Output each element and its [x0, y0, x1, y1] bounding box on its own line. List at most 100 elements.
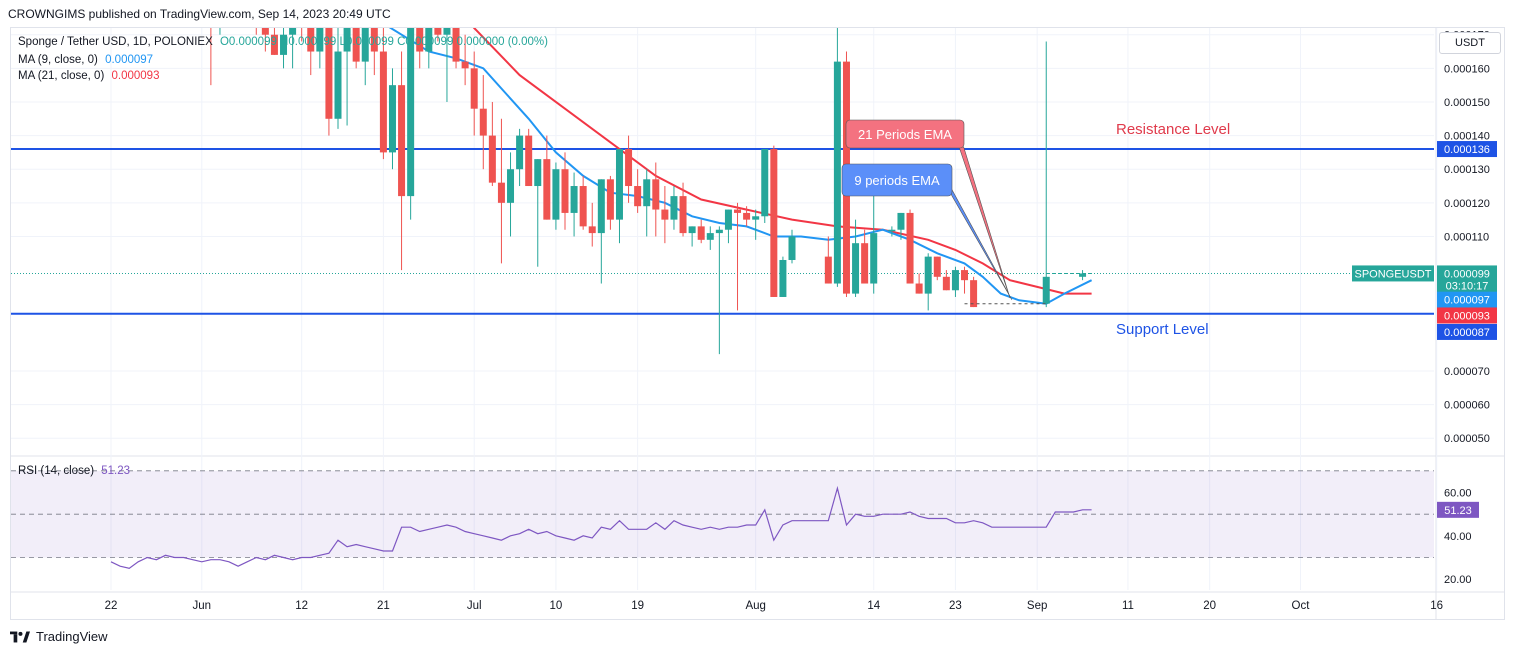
- candle-down: [743, 206, 751, 227]
- legend-rsi-row: RSI (14, close) 51.23: [18, 465, 130, 477]
- candle-up: [788, 229, 796, 264]
- candle-up: [244, 0, 251, 28]
- resistance-label: Resistance Level: [1116, 121, 1230, 138]
- currency-unit-button[interactable]: USDT: [1439, 32, 1501, 54]
- candle-down: [970, 276, 978, 308]
- candle-body: [597, 179, 605, 234]
- candle-body: [325, 28, 333, 119]
- candle-up: [388, 68, 396, 170]
- price-tick-label: 0.000060: [1444, 400, 1490, 412]
- price-tick-label: 0.000110: [1444, 231, 1489, 243]
- time-tick-label: 10: [550, 600, 563, 612]
- candle-up: [897, 212, 905, 240]
- time-tick-label: Sep: [1027, 600, 1047, 612]
- candle-up: [316, 28, 324, 69]
- candle-down: [379, 28, 387, 160]
- axes: 22 Jun 12 21 Jul 10 19 Aug 14 23 Sep 11 20 Oct 16 0.000…: [105, 30, 1497, 612]
- candle-up: [715, 226, 723, 355]
- candle-up: [235, 0, 242, 28]
- candle-body: [316, 28, 324, 52]
- time-tick-label: 14: [867, 600, 880, 612]
- rsi-line: [110, 485, 1092, 569]
- candle-body: [870, 233, 878, 284]
- candle-body: [434, 28, 442, 35]
- candle-up: [507, 152, 515, 237]
- candle-up: [1079, 270, 1087, 281]
- candle-up: [597, 179, 605, 284]
- candle-body: [561, 169, 569, 213]
- candle-down: [679, 182, 687, 237]
- candle-up: [534, 159, 542, 267]
- candle-up: [724, 209, 732, 244]
- candle-body: [543, 159, 551, 220]
- symbol-title: Sponge / Tether USD, 1D, POLONIEX: [18, 36, 213, 48]
- price-tick-label: 0.000160: [1444, 63, 1490, 75]
- candle-up: [425, 28, 433, 69]
- candle-down: [525, 128, 533, 187]
- callout-box: [841, 163, 953, 197]
- price-tag: [1437, 307, 1497, 324]
- price-tag: [1437, 323, 1497, 340]
- candle-down: [561, 152, 569, 230]
- candle-down: [307, 28, 315, 76]
- candle-up: [688, 226, 696, 247]
- price-tag-text: 0.000099: [1444, 268, 1490, 280]
- candle-body: [289, 28, 297, 35]
- candle-up: [516, 128, 524, 187]
- ema21-callout: 21 Periods EMA: [845, 119, 1011, 299]
- time-tick-label: Oct: [1292, 600, 1311, 612]
- candle-body: [534, 159, 542, 187]
- candle-body: [861, 243, 869, 284]
- candle-body: [370, 28, 378, 52]
- candle-up: [1042, 41, 1050, 308]
- candle-body: [525, 135, 533, 187]
- candle-body: [388, 85, 396, 153]
- candle-body: [625, 149, 633, 187]
- candle-up: [752, 209, 760, 240]
- candle-body: [606, 179, 614, 220]
- candle-body: [752, 216, 760, 220]
- candle-up: [779, 256, 787, 297]
- price-tag: [1437, 141, 1497, 158]
- candle-body: [888, 229, 896, 232]
- horizontal-levels: Resistance Level Support Level: [11, 121, 1434, 338]
- candle-up: [443, 28, 451, 102]
- candle-down: [325, 28, 333, 136]
- callout-box: [845, 119, 965, 149]
- time-tick-label: 19: [631, 600, 644, 612]
- candle-body: [352, 28, 360, 62]
- time-tick-label: Aug: [745, 600, 765, 612]
- footer-brand: TradingView: [36, 629, 108, 644]
- candle-down: [588, 202, 596, 247]
- candle-body: [416, 28, 424, 52]
- candle-body: [897, 212, 905, 230]
- candle-body: [615, 149, 623, 220]
- candle-body: [970, 280, 978, 308]
- candle-up: [888, 226, 896, 237]
- candle-up: [615, 149, 623, 244]
- ma21-line: [472, 28, 1092, 295]
- candle-down: [961, 266, 969, 294]
- candle-body: [661, 209, 669, 220]
- candle-body: [261, 28, 269, 35]
- rsi-pane: [11, 470, 1434, 569]
- candle-body: [552, 169, 560, 220]
- publisher-caption: CROWNGIMS published on TradingView.com, …: [8, 7, 391, 21]
- candle-body: [407, 28, 415, 197]
- candle-body: [1042, 276, 1050, 304]
- candle-down: [270, 28, 278, 55]
- candle-body: [915, 283, 923, 294]
- time-tick-label: 22: [105, 600, 118, 612]
- candle-body: [961, 270, 969, 281]
- candle-down: [416, 28, 424, 69]
- candles: [210, 0, 1087, 355]
- candle-body: [516, 135, 524, 170]
- candle-down: [434, 28, 442, 42]
- candle-body: [697, 226, 705, 240]
- candle-body: [734, 209, 742, 213]
- candle-down: [398, 51, 406, 271]
- candle-body: [479, 108, 487, 136]
- candle-body: [379, 51, 387, 153]
- candle-body: [443, 28, 451, 35]
